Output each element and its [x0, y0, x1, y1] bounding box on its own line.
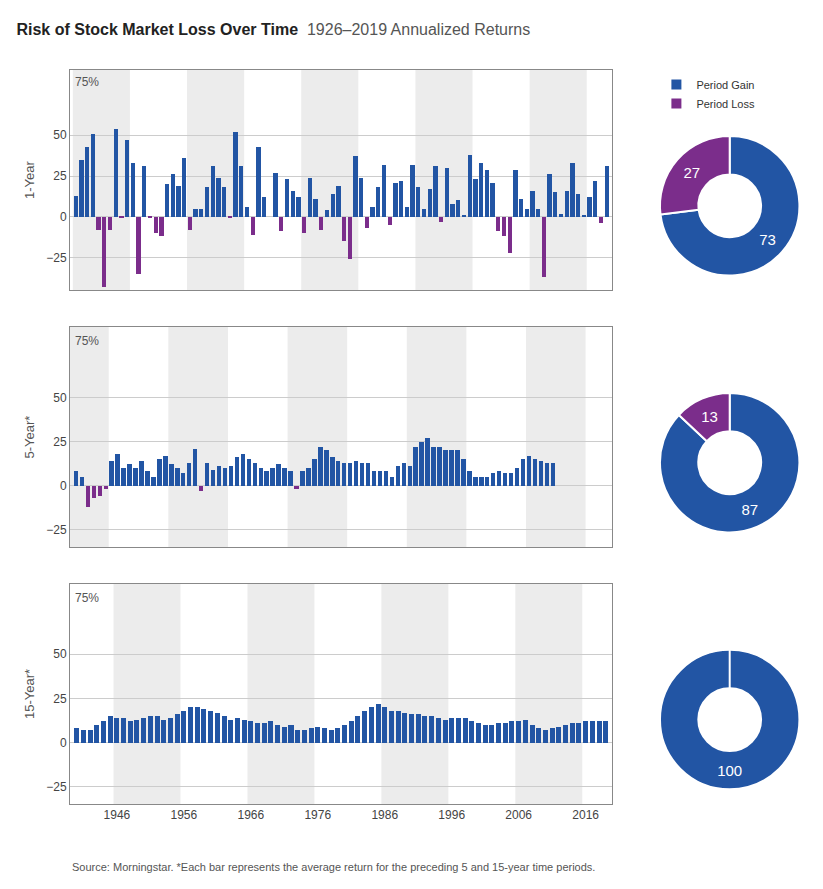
svg-text:−25: −25	[46, 523, 67, 537]
svg-text:Period Gain: Period Gain	[696, 79, 754, 91]
svg-text:Period Loss: Period Loss	[696, 98, 755, 110]
svg-text:5-Year*: 5-Year*	[22, 416, 37, 459]
svg-text:25: 25	[53, 692, 67, 706]
svg-text:1986: 1986	[371, 808, 398, 822]
svg-text:100: 100	[717, 762, 742, 779]
svg-text:1976: 1976	[304, 808, 331, 822]
svg-text:2006: 2006	[505, 808, 532, 822]
svg-text:−25: −25	[46, 251, 67, 265]
svg-text:2016: 2016	[572, 808, 599, 822]
svg-text:1966: 1966	[237, 808, 264, 822]
svg-text:75%: 75%	[75, 591, 99, 605]
svg-text:87: 87	[741, 501, 758, 518]
svg-text:75%: 75%	[75, 334, 99, 348]
svg-text:0: 0	[60, 479, 67, 493]
svg-text:75%: 75%	[75, 75, 99, 89]
svg-text:25: 25	[53, 435, 67, 449]
svg-text:1956: 1956	[170, 808, 197, 822]
svg-text:50: 50	[53, 647, 67, 661]
svg-text:1996: 1996	[438, 808, 465, 822]
svg-text:13: 13	[701, 408, 718, 425]
svg-text:50: 50	[53, 391, 67, 405]
svg-text:50: 50	[53, 128, 67, 142]
svg-text:1946: 1946	[104, 808, 131, 822]
svg-text:1-Year: 1-Year	[22, 161, 37, 199]
svg-text:−25: −25	[46, 780, 67, 794]
svg-text:15-Year*: 15-Year*	[22, 669, 37, 719]
svg-text:Risk of Stock Market Loss Over: Risk of Stock Market Loss Over Time 1926…	[16, 21, 530, 38]
svg-text:0: 0	[60, 210, 67, 224]
svg-text:0: 0	[60, 736, 67, 750]
svg-text:25: 25	[53, 169, 67, 183]
svg-text:Source: Morningstar. *Each bar: Source: Morningstar. *Each bar represent…	[72, 861, 595, 873]
svg-text:27: 27	[683, 164, 700, 181]
svg-text:73: 73	[759, 231, 776, 248]
